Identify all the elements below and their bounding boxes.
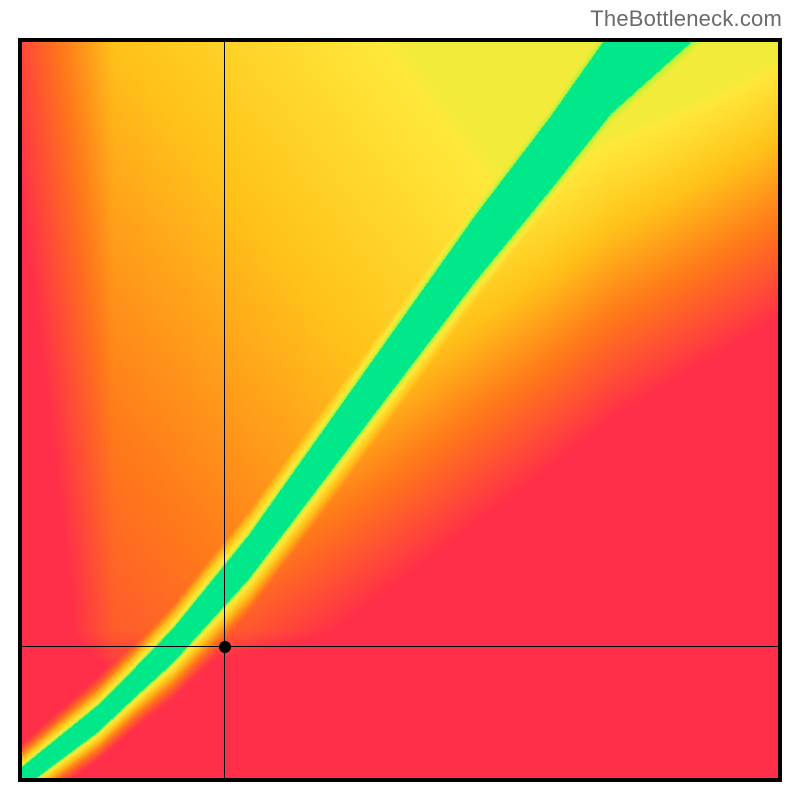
watermark-text: TheBottleneck.com [590, 6, 782, 32]
stage: TheBottleneck.com [0, 0, 800, 800]
bottleneck-heatmap [18, 38, 782, 782]
heatmap-canvas [22, 42, 778, 778]
